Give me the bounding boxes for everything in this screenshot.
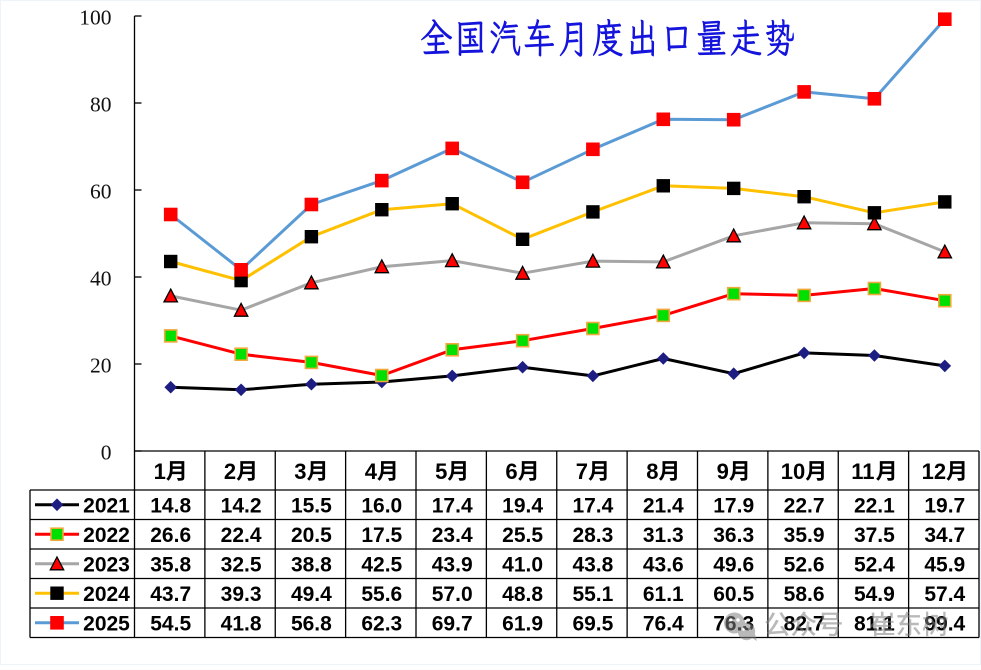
svg-text:5: 5 [435,459,447,484]
svg-text:60.5: 60.5 [713,583,754,606]
svg-text:17.5: 17.5 [361,524,402,547]
svg-text:58.6: 58.6 [784,583,825,606]
svg-text:21.4: 21.4 [643,495,684,518]
svg-text:100: 100 [79,6,111,30]
svg-text:20.5: 20.5 [291,524,332,547]
svg-text:57.4: 57.4 [924,583,965,606]
svg-text:49.4: 49.4 [291,583,332,606]
svg-text:22.7: 22.7 [784,495,825,518]
svg-text:0: 0 [101,441,112,465]
svg-text:32.5: 32.5 [221,554,262,577]
svg-text:31.3: 31.3 [643,524,684,547]
svg-text:56.8: 56.8 [291,613,332,636]
svg-text:17.4: 17.4 [572,495,613,518]
svg-text:61.9: 61.9 [502,613,543,636]
svg-text:45.9: 45.9 [924,554,965,577]
svg-text:37.5: 37.5 [854,524,895,547]
svg-text:82.7: 82.7 [784,613,825,636]
svg-text:54.5: 54.5 [150,613,191,636]
svg-text:41.0: 41.0 [502,554,543,577]
svg-text:22.4: 22.4 [221,524,262,547]
svg-text:8: 8 [646,459,658,484]
svg-text:15.5: 15.5 [291,495,332,518]
svg-text:43.8: 43.8 [572,554,613,577]
svg-text:19.4: 19.4 [502,495,543,518]
svg-text:26.6: 26.6 [150,524,191,547]
svg-text:55.6: 55.6 [361,583,402,606]
svg-text:76.4: 76.4 [643,613,684,636]
svg-text:40: 40 [90,267,112,291]
svg-text:34.7: 34.7 [924,524,965,547]
svg-text:14.8: 14.8 [150,495,191,518]
svg-text:43.7: 43.7 [150,583,191,606]
svg-text:39.3: 39.3 [221,583,262,606]
svg-text:35.8: 35.8 [150,554,191,577]
svg-text:14.2: 14.2 [221,495,262,518]
svg-text:2023: 2023 [83,554,130,577]
svg-text:4: 4 [365,459,378,484]
svg-text:38.8: 38.8 [291,554,332,577]
svg-text:61.1: 61.1 [643,583,684,606]
svg-text:22.1: 22.1 [854,495,895,518]
svg-text:12: 12 [922,459,946,484]
svg-text:52.4: 52.4 [854,554,895,577]
svg-text:43.9: 43.9 [432,554,473,577]
svg-text:60: 60 [90,180,112,204]
svg-text:2024: 2024 [83,583,130,606]
svg-text:19.7: 19.7 [924,495,965,518]
svg-text:43.6: 43.6 [643,554,684,577]
svg-text:10: 10 [781,459,805,484]
svg-text:17.4: 17.4 [432,495,473,518]
svg-text:80: 80 [90,93,112,117]
svg-text:41.8: 41.8 [221,613,262,636]
svg-text:23.4: 23.4 [432,524,473,547]
svg-text:48.8: 48.8 [502,583,543,606]
svg-text:54.9: 54.9 [854,583,895,606]
svg-text:28.3: 28.3 [572,524,613,547]
svg-text:3: 3 [294,459,306,484]
svg-text:1: 1 [154,459,166,484]
svg-text:69.5: 69.5 [572,613,613,636]
svg-text:6: 6 [505,459,517,484]
svg-text:17.9: 17.9 [713,495,754,518]
svg-text:49.6: 49.6 [713,554,754,577]
svg-text:2: 2 [224,459,236,484]
svg-text:69.7: 69.7 [432,613,473,636]
svg-text:2022: 2022 [83,524,130,547]
svg-text:62.3: 62.3 [361,613,402,636]
svg-text:20: 20 [90,354,112,378]
svg-text:25.5: 25.5 [502,524,543,547]
svg-text:9: 9 [717,459,729,484]
svg-text:2025: 2025 [83,613,130,636]
svg-text:55.1: 55.1 [572,583,613,606]
svg-text:11: 11 [851,459,874,484]
svg-text:7: 7 [576,459,588,484]
svg-text:57.0: 57.0 [432,583,473,606]
svg-text:52.6: 52.6 [784,554,825,577]
svg-text:42.5: 42.5 [361,554,402,577]
svg-text:16.0: 16.0 [361,495,402,518]
svg-text:2021: 2021 [83,495,130,518]
svg-text:35.9: 35.9 [784,524,825,547]
svg-text:36.3: 36.3 [713,524,754,547]
